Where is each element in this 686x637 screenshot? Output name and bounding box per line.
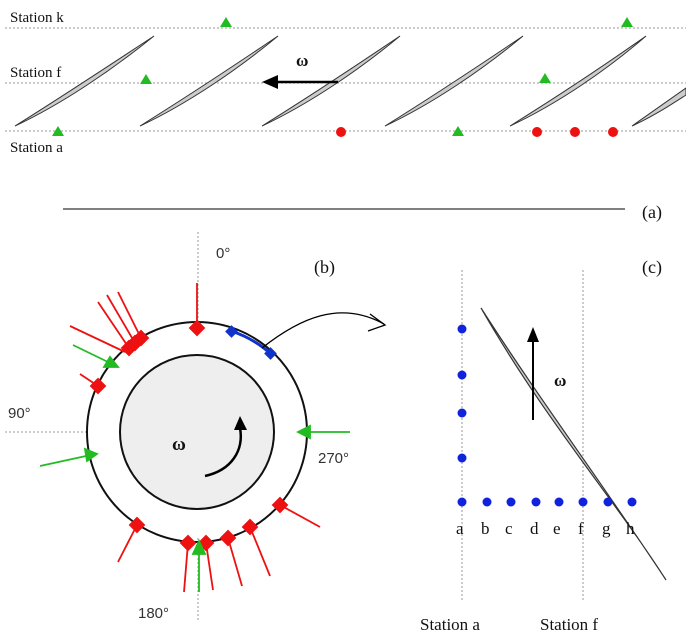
- probe-line: [69, 325, 126, 353]
- probe-letter: a: [456, 519, 464, 538]
- sensor-triangle-marker: [452, 126, 464, 136]
- rotation-arrow-head: [527, 327, 539, 342]
- angle-180-label: 180°: [138, 605, 169, 622]
- blade-omega-label: ω: [554, 371, 566, 390]
- blade: [509, 35, 647, 127]
- sensor-triangle-marker: [140, 74, 152, 84]
- probe-dot: [627, 497, 637, 507]
- green-probe-arrowhead: [191, 538, 207, 555]
- station-a-caption: Station a: [420, 615, 480, 634]
- probe-letter: g: [602, 519, 611, 538]
- sensor-arc-segment: [230, 329, 273, 356]
- blade: [480, 307, 667, 581]
- sensor-diamond-marker: [225, 325, 238, 338]
- blade: [261, 35, 401, 127]
- blade: [631, 87, 686, 127]
- probe-line: [227, 537, 243, 587]
- probe-letter: e: [553, 519, 561, 538]
- probe-dot: [457, 408, 467, 418]
- rotation-arrow-head: [262, 75, 278, 89]
- green-probe-arrowhead: [295, 424, 311, 440]
- station-k-label: Station k: [10, 10, 64, 26]
- probe-diamond-marker: [120, 339, 138, 357]
- panel-c: (c) ω a b c d e f g: [420, 257, 667, 634]
- probe-diamond-marker: [219, 529, 237, 547]
- green-probe-line: [39, 455, 87, 467]
- rotor-disk: [119, 354, 275, 510]
- probe-dot: [482, 497, 492, 507]
- sensor-triangle-marker: [621, 17, 633, 27]
- zoom-link-arrow: [261, 312, 385, 349]
- sensor-triangle-marker: [52, 126, 64, 136]
- probe-line: [249, 526, 271, 577]
- probe-line: [205, 542, 214, 591]
- probe-line: [183, 542, 189, 593]
- green-probe-arrowhead: [102, 355, 120, 368]
- panel-c-label: (c): [642, 257, 662, 278]
- blade: [139, 35, 279, 127]
- sensor-dot-marker: [608, 127, 618, 137]
- probe-diamond-marker: [271, 496, 289, 514]
- probe-diamond-marker: [188, 319, 206, 337]
- probe-line: [97, 301, 130, 349]
- rotor-omega-label: ω: [172, 434, 186, 455]
- rotation-arrow-head: [234, 416, 247, 430]
- blade: [14, 35, 155, 127]
- probe-diamond-marker: [128, 516, 146, 534]
- probe-letter: h: [626, 519, 635, 538]
- rotation-arrow: [204, 427, 242, 478]
- sensor-dot-marker: [532, 127, 542, 137]
- station-a-label: Station a: [10, 140, 63, 156]
- panel-a-label: (a): [642, 202, 662, 223]
- angle-0-label: 0°: [216, 245, 230, 262]
- station-f-caption: Station f: [540, 615, 598, 634]
- probe-line: [279, 504, 321, 528]
- green-probe-arrowhead: [83, 447, 99, 463]
- sensor-dot-marker: [336, 127, 346, 137]
- probe-dot: [603, 497, 613, 507]
- probe-diamond-marker: [179, 534, 197, 552]
- green-probe-line: [72, 344, 109, 363]
- station-f-label: Station f: [10, 65, 61, 81]
- probe-letter: f: [578, 519, 584, 538]
- probe-dot: [578, 497, 588, 507]
- sensor-diamond-marker: [264, 347, 277, 360]
- probe-line: [117, 291, 142, 339]
- probe-dot: [554, 497, 564, 507]
- probe-diamond-marker: [89, 377, 107, 395]
- probe-letter: c: [505, 519, 513, 538]
- angle-270-label: 270°: [318, 450, 349, 467]
- sensor-triangle-marker: [539, 73, 551, 83]
- probe-letter: b: [481, 519, 490, 538]
- sensor-triangle-marker: [220, 17, 232, 27]
- probe-line: [106, 294, 136, 344]
- sensor-dot-marker: [570, 127, 580, 137]
- panel-b-label: (b): [314, 257, 335, 278]
- probe-dot: [457, 324, 467, 334]
- probe-letter: d: [530, 519, 539, 538]
- panel-a: Station k Station f Station a ω (a): [5, 10, 686, 223]
- probe-dot: [531, 497, 541, 507]
- probe-dot: [457, 370, 467, 380]
- probe-dot: [457, 497, 467, 507]
- zoom-link-arrow-head: [367, 313, 387, 332]
- blade: [384, 35, 524, 127]
- omega-label: ω: [296, 51, 308, 70]
- angle-90-label: 90°: [8, 405, 31, 422]
- panel-b: 0° 90° 180° 270° ω: [5, 232, 387, 622]
- probe-dot: [457, 453, 467, 463]
- probe-dot: [506, 497, 516, 507]
- probe-line: [117, 524, 138, 563]
- probe-diamond-marker: [241, 518, 259, 536]
